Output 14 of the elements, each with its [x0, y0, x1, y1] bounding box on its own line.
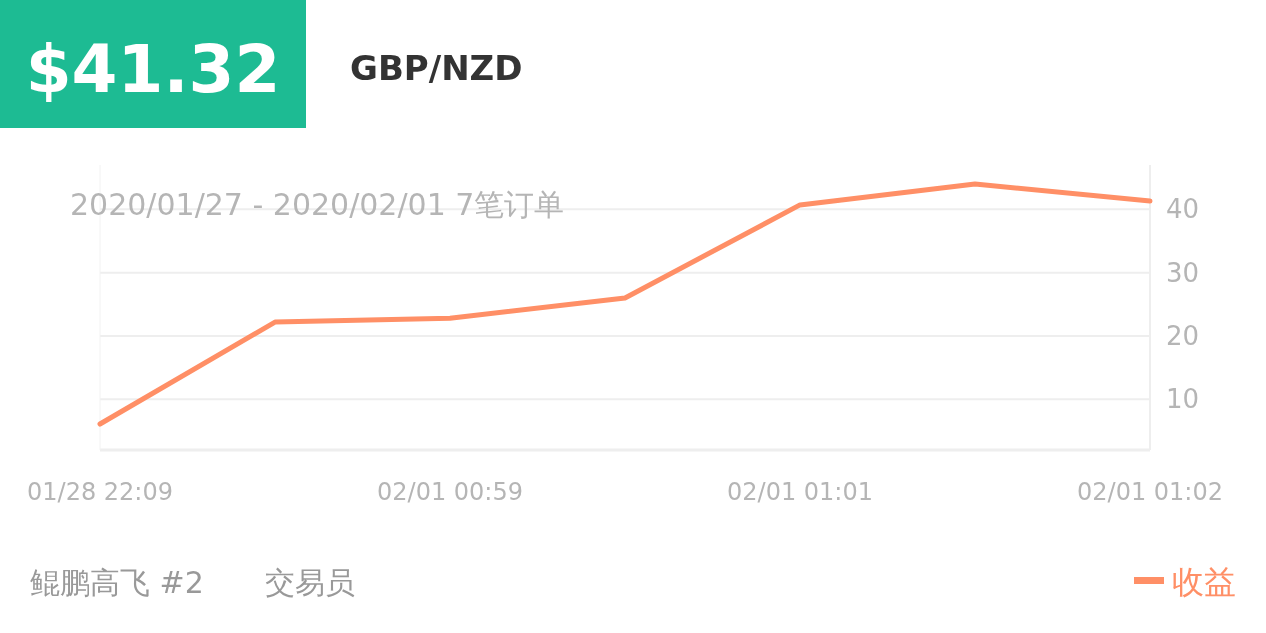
x-tick-label: 01/28 22:09: [27, 478, 173, 506]
y-tick-label: 20: [1166, 321, 1200, 351]
x-tick-label: 02/01 01:01: [727, 478, 873, 506]
legend-label: 收益: [1172, 563, 1236, 601]
y-tick-label: 10: [1166, 384, 1200, 415]
chart-title: $41.32: [25, 31, 281, 108]
chart-subtitle: GBP/NZD: [350, 48, 523, 88]
x-tick-label: 02/01 01:02: [1077, 478, 1223, 506]
text: 交易员: [265, 565, 355, 600]
x-tick-label: 02/01 00:59: [377, 478, 523, 506]
text: 鲲鹏高飞 #2: [30, 565, 204, 600]
annotation: 2020/01/27 - 2020/02/01 7笔订单: [70, 187, 565, 222]
y-tick-label: 30: [1166, 257, 1200, 288]
y-tick-label: 40: [1166, 194, 1200, 225]
